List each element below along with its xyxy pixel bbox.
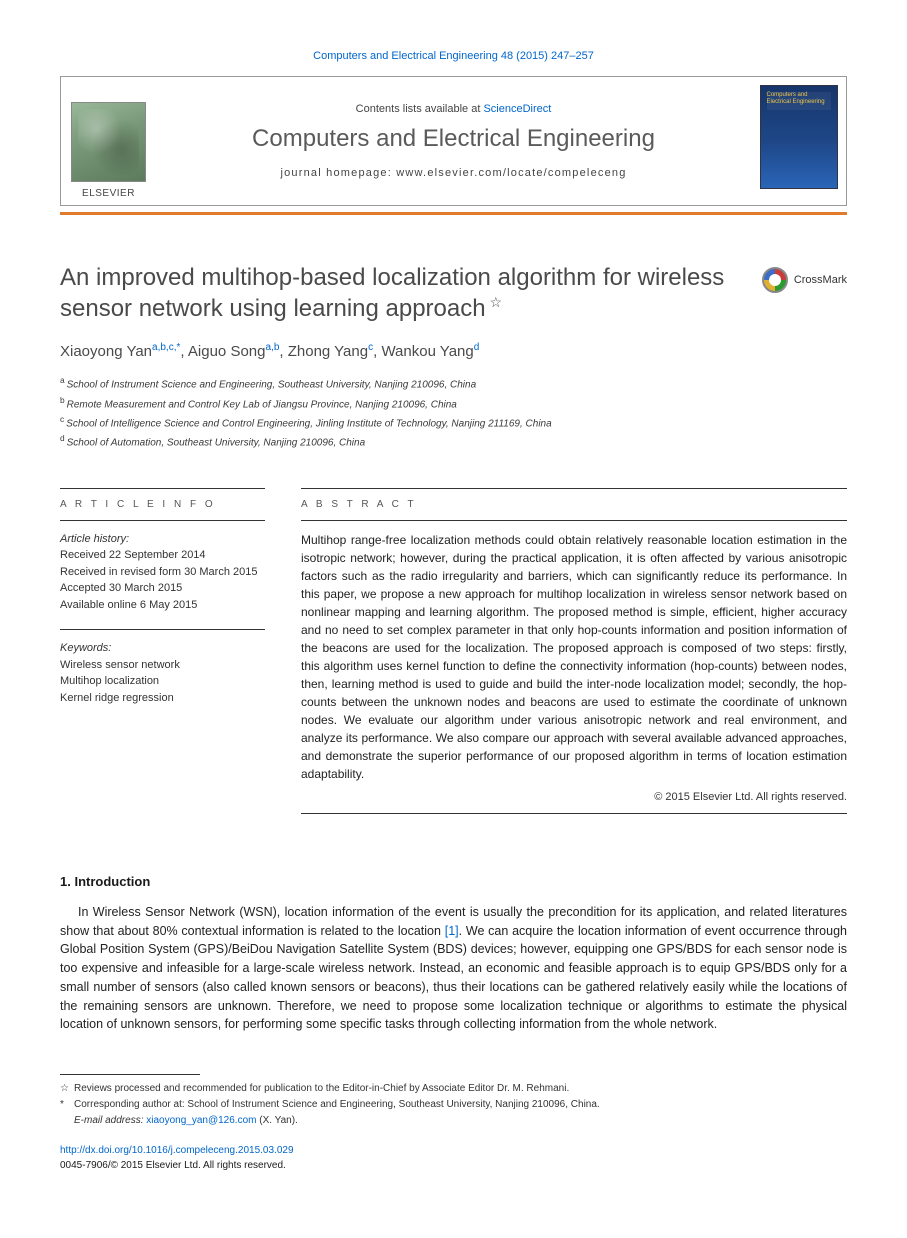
abstract-rule-top <box>301 488 847 489</box>
keyword-3: Kernel ridge regression <box>60 690 265 707</box>
affiliation-b: bRemote Measurement and Control Key Lab … <box>60 394 847 413</box>
sciencedirect-link[interactable]: ScienceDirect <box>483 103 551 115</box>
history-online: Available online 6 May 2015 <box>60 597 265 614</box>
abstract-rule-bottom <box>301 813 847 814</box>
keywords-label: Keywords: <box>60 640 265 657</box>
footnotes: ☆Reviews processed and recommended for p… <box>60 1081 847 1129</box>
intro-heading: 1. Introduction <box>60 874 847 889</box>
article-info-column: A R T I C L E I N F O Article history: R… <box>60 488 265 824</box>
keyword-2: Multihop localization <box>60 673 265 690</box>
elsevier-tree-icon <box>71 102 146 182</box>
history-label: Article history: <box>60 531 265 548</box>
abstract-rule-mid <box>301 520 847 521</box>
keyword-1: Wireless sensor network <box>60 657 265 674</box>
author-2-aff[interactable]: a,b <box>265 342 279 353</box>
article-history: Article history: Received 22 September 2… <box>60 531 265 614</box>
journal-cover-icon: Computers and Electrical Engineering <box>760 85 838 189</box>
abstract-text: Multihop range-free localization methods… <box>301 531 847 783</box>
author-4-aff[interactable]: d <box>474 342 480 353</box>
authors-line: Xiaoyong Yana,b,c,*, Aiguo Songa,b, Zhon… <box>60 342 847 360</box>
crossmark-badge[interactable]: CrossMark <box>762 267 847 293</box>
intro-paragraph: In Wireless Sensor Network (WSN), locati… <box>60 903 847 1034</box>
banner-center: Contents lists available at ScienceDirec… <box>156 77 751 205</box>
email-link[interactable]: xiaoyong_yan@126.com <box>146 1115 256 1126</box>
paper-title: An improved multihop-based localization … <box>60 263 742 324</box>
homepage-url[interactable]: www.elsevier.com/locate/compeleceng <box>396 167 626 179</box>
orange-rule <box>60 212 847 215</box>
author-3-aff[interactable]: c <box>368 342 373 353</box>
homepage-line: journal homepage: www.elsevier.com/locat… <box>280 167 626 179</box>
crossmark-icon <box>762 267 788 293</box>
author-4: Wankou Yang <box>381 343 473 360</box>
info-rule-kw <box>60 629 265 630</box>
footnote-email: E-mail address: xiaoyong_yan@126.com (X.… <box>60 1113 847 1129</box>
author-1-aff[interactable]: a,b,c,* <box>152 342 180 353</box>
abstract-copyright: © 2015 Elsevier Ltd. All rights reserved… <box>301 791 847 803</box>
keywords-block: Keywords: Wireless sensor network Multih… <box>60 640 265 706</box>
history-accepted: Accepted 30 March 2015 <box>60 580 265 597</box>
info-rule-top <box>60 488 265 489</box>
email-label: E-mail address: <box>74 1115 143 1126</box>
issn-copyright: 0045-7906/© 2015 Elsevier Ltd. All right… <box>60 1158 847 1173</box>
banner-right: Computers and Electrical Engineering <box>751 77 846 205</box>
affiliation-d: dSchool of Automation, Southeast Univers… <box>60 432 847 451</box>
citation-1[interactable]: [1] <box>445 924 459 938</box>
footnote-corresponding: *Corresponding author at: School of Inst… <box>60 1097 847 1113</box>
email-who: (X. Yan). <box>259 1115 298 1126</box>
publisher-label: ELSEVIER <box>82 188 135 199</box>
contents-prefix: Contents lists available at <box>356 103 484 115</box>
article-info-label: A R T I C L E I N F O <box>60 499 265 510</box>
journal-banner: ELSEVIER Contents lists available at Sci… <box>60 76 847 206</box>
author-1: Xiaoyong Yan <box>60 343 152 360</box>
author-3: Zhong Yang <box>288 343 368 360</box>
contents-line: Contents lists available at ScienceDirec… <box>356 103 552 115</box>
publisher-block: ELSEVIER <box>61 77 156 205</box>
title-footnote-marker: ☆ <box>486 294 502 310</box>
intro-text-cont: . We can acquire the location informatio… <box>60 924 847 1032</box>
header-citation[interactable]: Computers and Electrical Engineering 48 … <box>60 50 847 62</box>
footnote-rule <box>60 1074 200 1075</box>
affiliations: aSchool of Instrument Science and Engine… <box>60 374 847 451</box>
info-rule-mid <box>60 520 265 521</box>
homepage-prefix: journal homepage: <box>280 167 396 179</box>
doi-block: http://dx.doi.org/10.1016/j.compeleceng.… <box>60 1143 847 1173</box>
abstract-column: A B S T R A C T Multihop range-free loca… <box>301 488 847 824</box>
author-2: Aiguo Song <box>188 343 266 360</box>
cover-title: Computers and Electrical Engineering <box>767 92 831 105</box>
history-received: Received 22 September 2014 <box>60 547 265 564</box>
crossmark-label: CrossMark <box>794 274 847 286</box>
doi-link[interactable]: http://dx.doi.org/10.1016/j.compeleceng.… <box>60 1145 294 1156</box>
affiliation-c: cSchool of Intelligence Science and Cont… <box>60 413 847 432</box>
history-revised: Received in revised form 30 March 2015 <box>60 564 265 581</box>
abstract-label: A B S T R A C T <box>301 499 847 510</box>
footnote-review: ☆Reviews processed and recommended for p… <box>60 1081 847 1097</box>
affiliation-a: aSchool of Instrument Science and Engine… <box>60 374 847 393</box>
journal-name: Computers and Electrical Engineering <box>252 125 655 153</box>
title-text: An improved multihop-based localization … <box>60 264 724 322</box>
